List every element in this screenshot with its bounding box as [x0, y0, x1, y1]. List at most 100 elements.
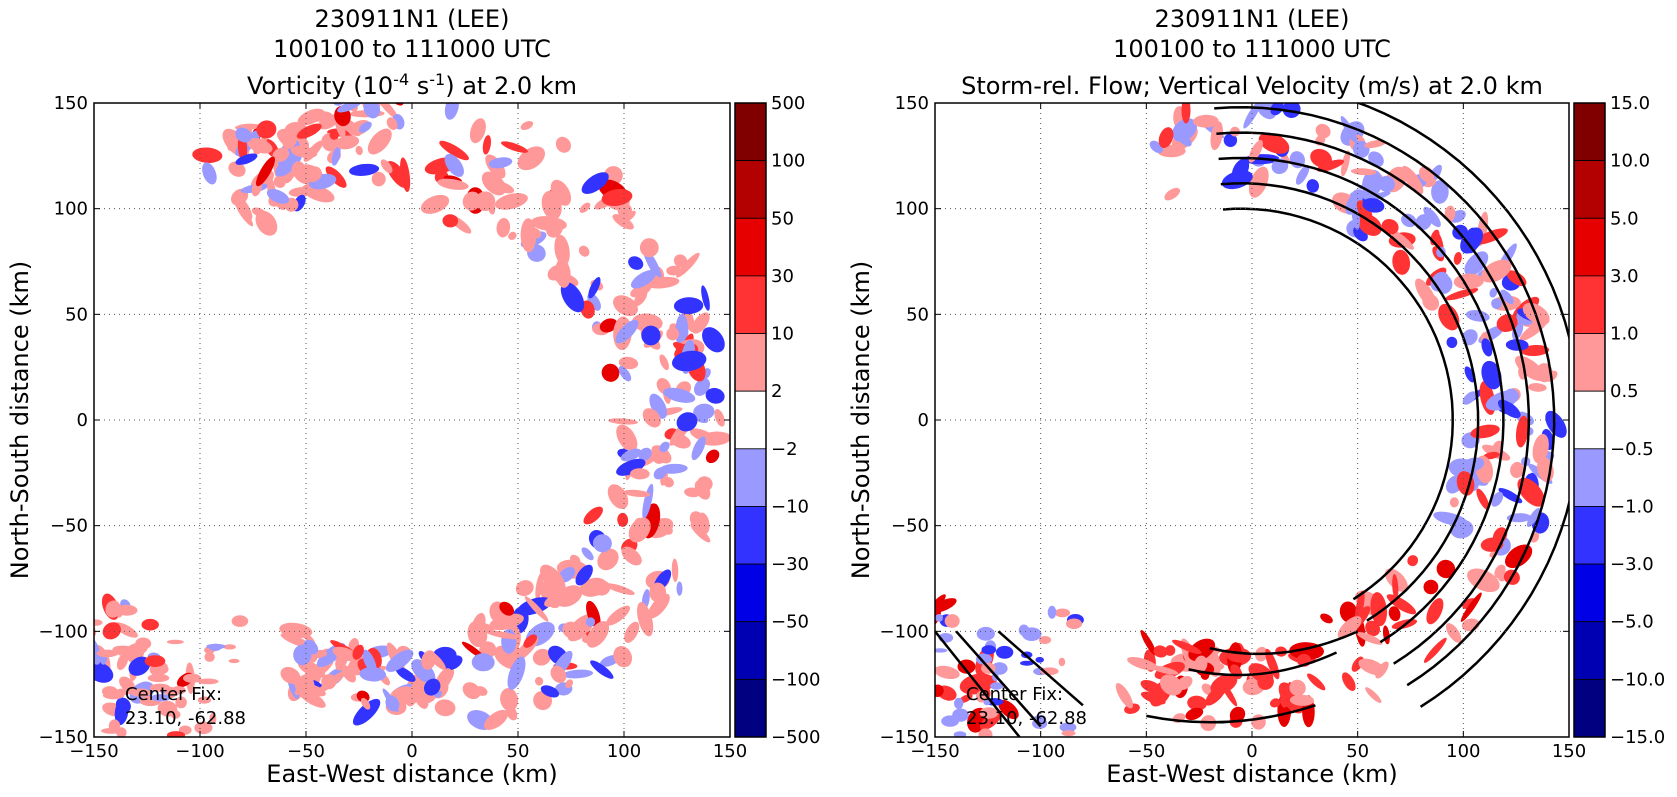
colorbar-segment — [1573, 275, 1606, 334]
contour-patch — [304, 166, 322, 183]
contour-patch — [1476, 488, 1490, 510]
contour-patch — [341, 665, 356, 683]
contour-patch — [482, 135, 492, 155]
streamlines — [935, 103, 1569, 737]
contour-patch — [335, 135, 360, 150]
contour-patch — [579, 202, 591, 213]
colorbar-label: −0.5 — [1610, 439, 1654, 460]
contour-patch — [1433, 511, 1468, 526]
contour-patch — [1164, 187, 1181, 201]
contour-patch — [508, 231, 517, 240]
x-tick-label: 100 — [607, 741, 641, 762]
contour-patch — [1474, 228, 1508, 245]
contour-patch — [1295, 165, 1310, 185]
contour-patch — [279, 622, 313, 639]
contour-patch — [1181, 103, 1191, 124]
contour-patch — [515, 580, 534, 597]
contour-patch — [1289, 679, 1306, 697]
contour-patch — [532, 648, 551, 666]
contour-patch — [256, 120, 277, 139]
contour-patch — [625, 210, 636, 221]
colorbar-segment — [1573, 160, 1606, 219]
contour-patch — [481, 171, 506, 196]
contour-patch — [535, 573, 544, 601]
y-tick-label: 100 — [895, 199, 929, 220]
contour-patch — [204, 652, 215, 662]
contour-patch — [1150, 665, 1179, 675]
contour-patch — [303, 639, 319, 655]
y-tick-label: −50 — [891, 516, 929, 537]
contour-patch — [500, 688, 519, 712]
contour-patch — [1423, 206, 1441, 228]
contour-patch — [649, 393, 668, 419]
streamline — [935, 630, 1021, 737]
contour-patch — [1545, 410, 1567, 438]
contour-patch — [642, 483, 654, 519]
contour-patch — [530, 216, 567, 232]
contour-patch — [1210, 121, 1223, 151]
colorbar-label: −2 — [771, 439, 798, 460]
contour-patch — [623, 489, 651, 498]
contour-patch — [1307, 673, 1326, 691]
contour-patch — [194, 721, 213, 735]
contour-patch — [979, 707, 999, 719]
contour-patch — [1462, 391, 1477, 405]
contour-patch — [147, 673, 170, 683]
contour-patch — [462, 191, 481, 211]
contour-patch — [705, 387, 725, 404]
contour-patch — [676, 581, 683, 596]
colorbar-label: −30 — [771, 554, 809, 575]
contour-patch — [544, 589, 573, 607]
contour-patch — [1270, 103, 1284, 116]
contour-patch — [255, 210, 278, 236]
contour-patch — [382, 688, 399, 713]
y-tick-label: −150 — [880, 727, 929, 748]
contour-patch — [371, 171, 386, 187]
contour-patch — [621, 546, 642, 566]
colorbar-label: −50 — [771, 612, 809, 633]
contour-patch — [1489, 288, 1498, 298]
colorbar-segment — [734, 160, 767, 219]
contour-patch — [620, 448, 642, 462]
colorbar-segment — [734, 333, 767, 392]
contour-patch — [904, 647, 925, 669]
contour-patch — [1058, 657, 1066, 667]
contour-patch — [586, 621, 610, 648]
contour-patch — [590, 660, 614, 679]
contour-patch — [130, 688, 151, 697]
y-tick-label: 0 — [918, 410, 929, 431]
colorbar-segment — [1573, 217, 1606, 277]
contour-patch — [978, 728, 993, 737]
contour-patch — [1356, 200, 1373, 222]
contour-patch — [676, 412, 698, 432]
contour-patch — [539, 564, 566, 594]
contour-patch — [1436, 559, 1456, 579]
contour-patch — [266, 189, 290, 204]
contour-patch — [1223, 133, 1238, 148]
colorbar-label: 5.0 — [1610, 208, 1639, 229]
contour-patch — [1532, 433, 1549, 464]
contour-patch — [469, 118, 486, 144]
contour-patch — [1185, 707, 1204, 721]
colorbar-label: 500 — [771, 93, 805, 114]
contour-patch — [607, 484, 629, 510]
contour-patch — [170, 710, 181, 719]
contour-patch — [235, 127, 252, 143]
contour-patch — [1316, 159, 1345, 172]
contour-patch — [1172, 713, 1186, 723]
contour-patch — [603, 549, 618, 566]
contour-patch — [693, 378, 711, 396]
contour-patch — [673, 297, 704, 315]
contour-patch — [954, 697, 964, 710]
contour-patch — [944, 614, 960, 628]
x-tick-label: 50 — [507, 741, 530, 762]
colorbar-segment — [734, 390, 767, 450]
y-tick-label: 150 — [54, 93, 88, 114]
x-tick-label: −150 — [69, 741, 118, 762]
y-tick-label: 0 — [77, 410, 88, 431]
contour-patch — [599, 318, 618, 333]
streamline — [955, 630, 1042, 728]
contour-patch — [141, 618, 159, 631]
colorbar-segment — [1573, 563, 1606, 623]
chart-title-line: 230911N1 (LEE) — [315, 5, 510, 33]
